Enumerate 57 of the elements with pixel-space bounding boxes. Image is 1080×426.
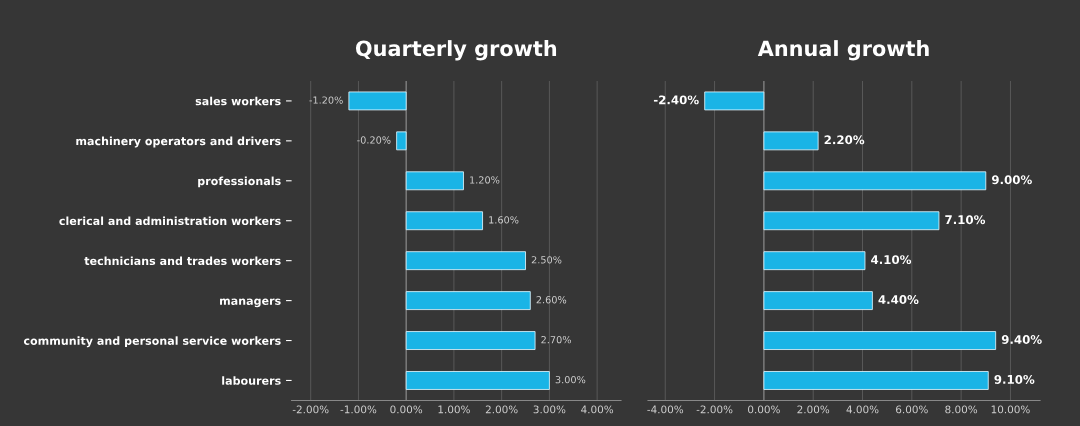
bar [396,131,407,151]
x-tick-label: 4.00% [581,405,614,414]
x-tick-label: 6.00% [896,405,928,414]
x-tick-label: -2.00% [292,405,329,414]
x-tick-label: 2.00% [485,405,518,414]
data-label: 1.60% [489,216,519,224]
data-label: 4.40% [878,295,919,305]
data-label: 2.20% [824,135,865,145]
data-label: -0.20% [357,136,391,144]
bar [405,291,531,310]
bar [405,371,550,390]
data-label: -2.40% [653,95,699,105]
y-tick-label: sales workers [195,96,281,106]
bar [763,211,940,231]
data-label: 9.00% [991,175,1032,185]
x-tick-label: -2.00% [696,405,733,414]
x-tick-label: 3.00% [533,405,566,414]
y-tick-label: clerical and administration workers [59,216,281,226]
x-tick-label: -1.00% [340,405,377,414]
bar [763,171,987,191]
y-tick-label: labourers [222,376,281,385]
y-tick-label: professionals [198,176,281,188]
data-label: 9.40% [1001,335,1042,344]
chart-title: Annual growth [757,40,929,61]
data-label: 2.70% [541,336,571,344]
data-label: 2.50% [531,256,562,264]
data-label: 9.10% [994,374,1035,384]
y-tick-label: community and personal service workers [23,336,281,348]
x-tick-label: -4.00% [647,405,684,414]
bar [405,211,483,231]
bar [704,91,765,111]
y-tick-label: machinery operators and drivers [76,136,281,148]
data-label: -1.20% [309,96,343,104]
x-tick-label: 0.00% [390,405,423,414]
x-tick-label: 4.00% [846,405,879,414]
bar [405,331,536,350]
bar [763,331,997,350]
data-label: 7.10% [945,215,986,225]
bar [348,91,407,111]
bar [763,251,866,271]
x-tick-label: 0.00% [748,405,780,414]
bar [405,251,526,271]
data-label: 4.10% [871,255,912,265]
x-tick-label: 1.00% [438,405,470,414]
data-label: 3.00% [555,375,586,384]
bar [763,371,989,390]
bar [405,171,464,191]
x-tick-label: 2.00% [797,405,830,414]
bar [763,291,873,310]
data-label: 1.20% [470,176,500,184]
x-tick-label: 10.00% [991,405,1030,414]
data-label: 2.60% [536,296,567,304]
x-tick-label: 8.00% [945,405,978,414]
bar [763,131,819,151]
y-tick-label: managers [220,298,281,308]
chart-title: Quarterly growth [355,40,557,61]
y-tick-label: technicians and trades workers [84,256,281,266]
